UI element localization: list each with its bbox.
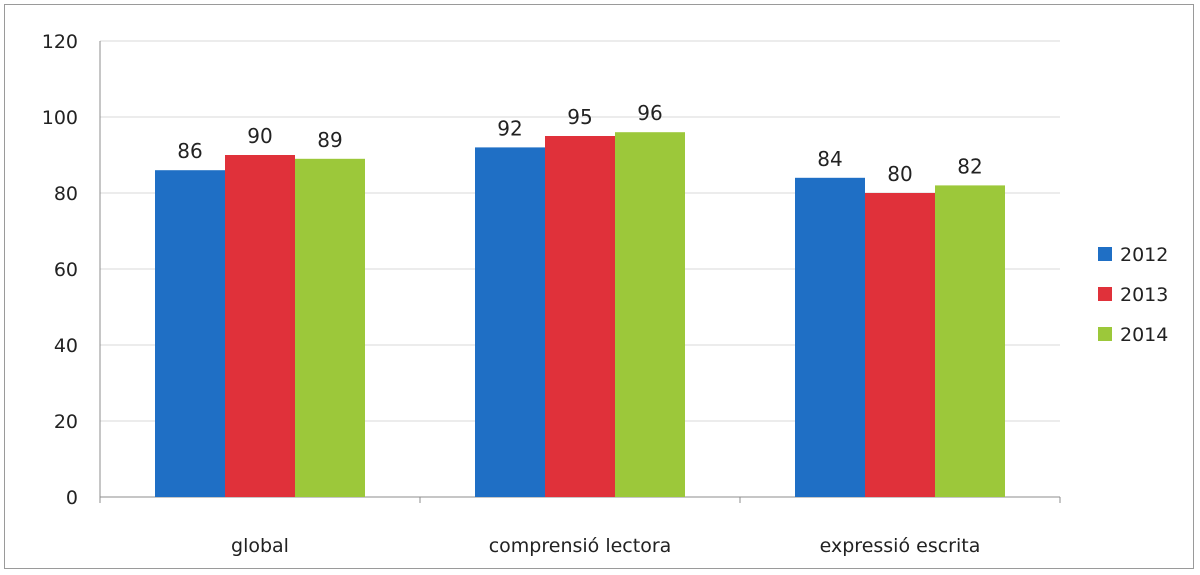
legend-label-2013: 2013 <box>1120 284 1168 306</box>
y-tick-label: 0 <box>66 487 78 509</box>
bars <box>155 132 1005 498</box>
bar-2014-0 <box>295 158 365 498</box>
bar-2012-1 <box>475 147 545 497</box>
data-label-2013-2: 80 <box>887 162 912 186</box>
y-tick-label: 120 <box>42 31 78 53</box>
bar-2013-0 <box>225 155 295 497</box>
data-label-2013-1: 95 <box>567 105 592 129</box>
y-tick-label: 100 <box>42 107 78 129</box>
bar-2012-2 <box>795 177 865 498</box>
x-category-label: comprensió lectora <box>489 535 672 557</box>
legend-swatch-2012 <box>1098 247 1112 261</box>
bar-2013-2 <box>865 193 935 497</box>
bar-2012-0 <box>155 170 225 497</box>
bar-2013-1 <box>545 136 615 497</box>
x-category-label: expressió escrita <box>820 535 981 557</box>
bar-chart: 0 20 40 60 80 100 120 global comprensió lectora e… <box>42 31 1169 557</box>
data-label-2014-1: 96 <box>637 101 662 125</box>
data-label-2012-1: 92 <box>497 116 522 140</box>
y-tick-label: 40 <box>54 335 78 357</box>
legend-swatch-2013 <box>1098 287 1112 301</box>
y-tick-label: 80 <box>54 183 78 205</box>
legend-swatch-2014 <box>1098 327 1112 341</box>
data-label-2014-2: 82 <box>957 154 982 178</box>
y-tick-label: 60 <box>54 259 78 281</box>
legend-label-2012: 2012 <box>1120 244 1168 266</box>
data-label-2013-0: 90 <box>247 124 272 148</box>
legend: 2012 2013 2014 <box>1098 244 1168 346</box>
data-label-2014-0: 89 <box>317 128 342 152</box>
bar-2014-1 <box>615 132 685 497</box>
legend-label-2014: 2014 <box>1120 324 1168 346</box>
axes: 0 20 40 60 80 100 120 global comprensió lectora e… <box>42 31 1061 557</box>
data-label-2012-0: 86 <box>177 139 202 163</box>
bar-2014-2 <box>935 185 1005 497</box>
data-label-2012-2: 84 <box>817 147 842 171</box>
y-tick-label: 20 <box>54 411 78 433</box>
x-category-label: global <box>231 535 289 557</box>
data-labels: 86 90 89 92 95 96 84 80 82 <box>177 101 982 186</box>
chart-frame: 0 20 40 60 80 100 120 global comprensió lectora e… <box>4 4 1194 569</box>
